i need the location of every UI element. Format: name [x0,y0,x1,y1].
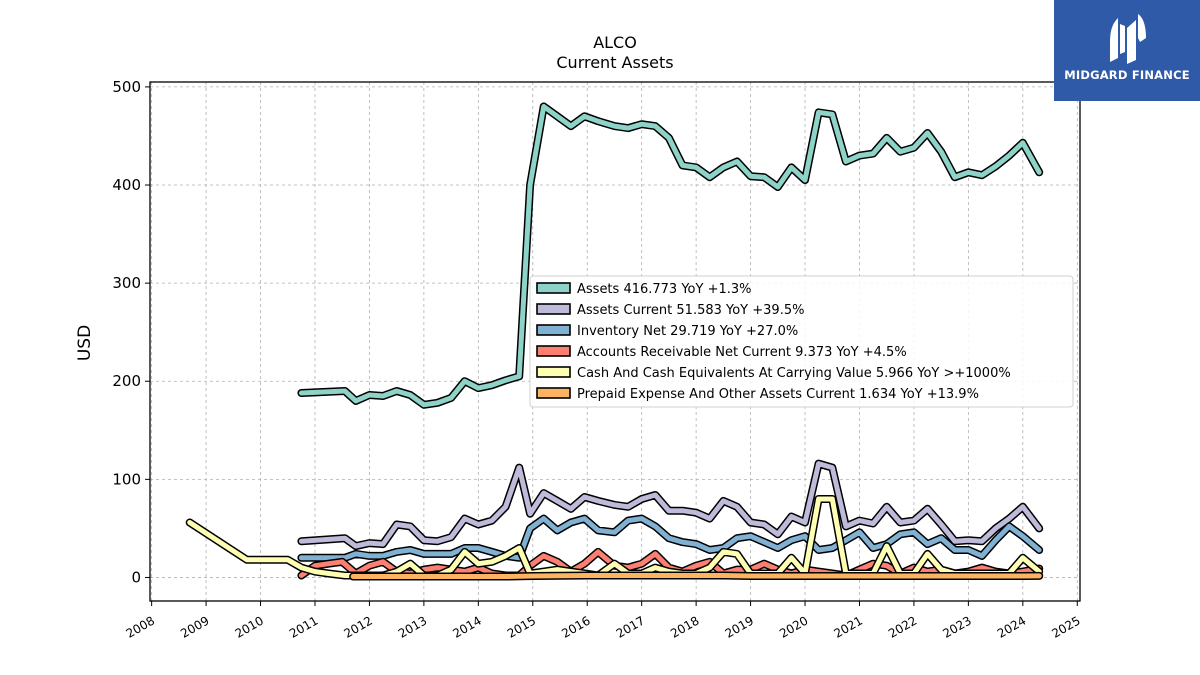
x-tick-label: 2014 [450,613,483,640]
legend-box [529,275,1074,408]
x-tick-label: 2023 [940,613,973,640]
legend-swatch [536,366,571,378]
x-tick-label: 2015 [505,613,538,640]
x-tick-label: 2012 [341,613,374,640]
y-ticks: 0 100 200 300 400 500 [112,78,150,586]
x-tick-label: 2008 [124,613,157,640]
x-tick-label: 2011 [287,613,320,640]
legend-swatch [536,303,571,315]
y-tick-label: 300 [112,274,141,292]
series-group [185,102,1044,581]
y-tick-label: 100 [112,470,141,488]
x-tick-label: 2024 [995,613,1028,640]
legend-entry: Prepaid Expense And Other Assets Current… [577,387,979,402]
legend-swatch [536,282,571,294]
x-tick-label: 2020 [777,613,810,640]
plot-frame [149,81,1081,602]
series-line-inventory-net [298,516,1042,561]
x-tick-label: 2010 [233,613,266,640]
x-tick-label: 2009 [178,613,211,640]
x-tick-label: 2019 [723,613,756,640]
legend-entry: Cash And Cash Equivalents At Carrying Va… [577,366,1011,381]
y-tick-label: 200 [112,372,141,390]
x-tick-label: 2016 [559,613,592,640]
brand-logo-text: MIDGARD FINANCE [1064,68,1190,82]
series-outline-assets-current [297,459,1044,551]
y-tick-label: 500 [112,78,141,96]
x-tick-label: 2017 [614,613,647,640]
x-tick-label: 2018 [668,613,701,640]
series-line-prepaid-expense-and-other-assets-current [350,573,1042,579]
x-tick-label: 2013 [396,613,429,640]
chart-subtitle: Current Assets [556,53,673,72]
legend-entry: Assets 416.773 YoY +1.3% [577,282,752,297]
legend-entry: Assets Current 51.583 YoY +39.5% [577,303,804,318]
legend-entry: Accounts Receivable Net Current 9.373 Yo… [577,345,907,360]
y-axis-label: USD [75,325,95,361]
x-tick-label: 2025 [1049,613,1082,640]
x-ticks: 2008 2009 2010 2011 2012 2013 2014 2015 2016 2017… [124,601,1083,641]
y-tick-label: 0 [131,568,141,586]
brand-logo: MIDGARD FINANCE [1054,0,1200,101]
legend-entry: Inventory Net 29.719 YoY +27.0% [577,324,798,339]
legend-swatch [536,324,571,336]
chart-title: ALCO [593,33,637,52]
legend-swatch [536,387,571,399]
legend-swatch [536,345,571,357]
brand-logo-mark-icon [1110,14,1146,64]
y-tick-label: 400 [112,176,141,194]
x-tick-label: 2022 [886,613,919,640]
series-line-assets-current [298,461,1042,549]
x-tick-label: 2021 [832,613,865,640]
series-line-assets [298,104,1042,408]
legend: Assets 416.773 YoY +1.3% Assets Current 5… [529,275,1074,408]
